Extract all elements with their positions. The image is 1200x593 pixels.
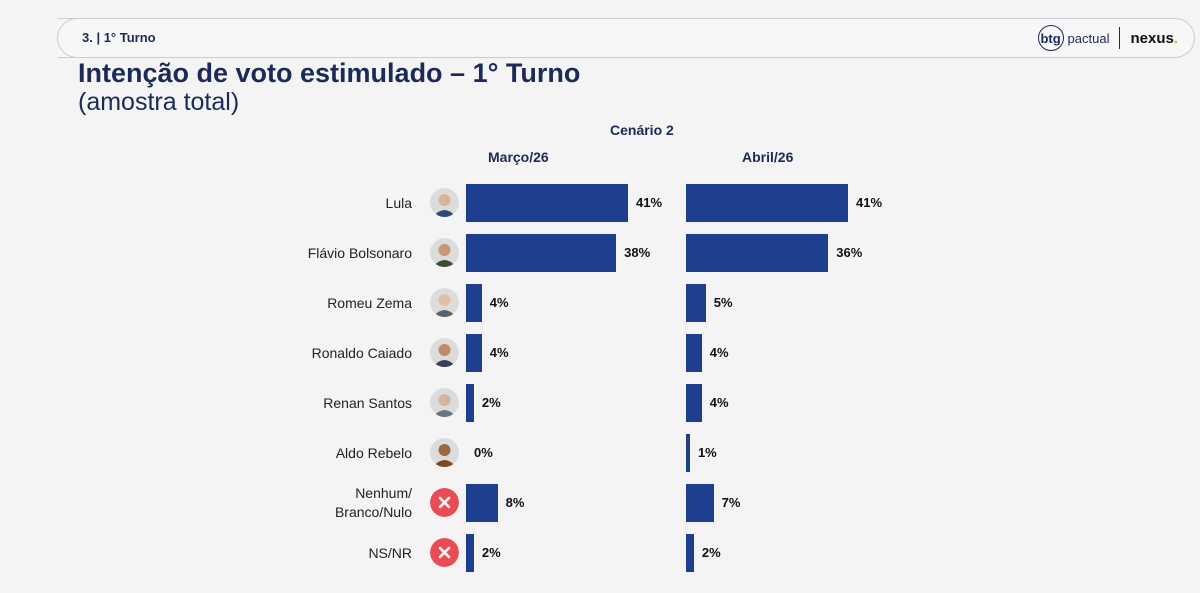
- data-label: 1%: [697, 445, 717, 460]
- candidate-label: Ronaldo Caiado: [311, 344, 412, 361]
- candidate-photo-icon: [430, 288, 459, 317]
- data-label: 41%: [856, 195, 883, 210]
- data-label: 41%: [636, 195, 663, 210]
- nexus-logo: nexus: [1130, 29, 1174, 47]
- bar-abril: [686, 184, 848, 222]
- candidate-label: Renan Santos: [323, 394, 412, 411]
- data-label: 4%: [489, 295, 509, 310]
- close-icon: [430, 488, 459, 517]
- candidate-photo-icon: [430, 188, 459, 217]
- bar-marco: [466, 384, 474, 422]
- bar-abril: [686, 284, 706, 322]
- bar-marco: [466, 484, 498, 522]
- scenario-label: Cenário 2: [610, 122, 674, 138]
- section-label: 3. | 1° Turno: [82, 30, 156, 45]
- bar-abril: [686, 234, 829, 272]
- chart-title: Intenção de voto estimulado – 1° Turno: [78, 58, 581, 88]
- candidate-photo-icon: [430, 238, 459, 267]
- series-header-abril: Abril/26: [742, 149, 794, 165]
- close-icon: [430, 538, 459, 567]
- candidate-label: Nenhum/ Branco/Nulo: [334, 485, 412, 520]
- bar-abril: [686, 484, 714, 522]
- header-bar: [57, 18, 1195, 58]
- candidate-label: Flávio Bolsonaro: [307, 244, 412, 261]
- data-label: 0%: [474, 445, 493, 460]
- data-label: 2%: [701, 545, 721, 560]
- bar-abril: [686, 534, 694, 572]
- data-label: 36%: [836, 245, 863, 260]
- candidate-photo-icon: [430, 338, 459, 367]
- bar-abril: [686, 384, 702, 422]
- data-label: 8%: [505, 495, 525, 510]
- candidate-label: NS/NR: [368, 544, 412, 561]
- bar-marco: [466, 334, 482, 372]
- candidate-label: Aldo Rebelo: [335, 444, 412, 461]
- nexus-logo-dot: .: [1173, 29, 1178, 47]
- data-label: 2%: [481, 545, 501, 560]
- bar-abril: [686, 434, 690, 472]
- series-header-marco: Março/26: [488, 149, 549, 165]
- bar-marco: [466, 234, 617, 272]
- data-label: 4%: [709, 345, 729, 360]
- bar-abril: [686, 334, 702, 372]
- candidate-label: Lula: [385, 194, 412, 211]
- bar-marco: [466, 184, 628, 222]
- data-label: 38%: [624, 245, 651, 260]
- data-label: 4%: [709, 395, 729, 410]
- logo-divider: [1119, 27, 1121, 49]
- data-label: 4%: [489, 345, 509, 360]
- data-label: 2%: [481, 395, 501, 410]
- btg-logo-mark: btg: [1037, 25, 1064, 51]
- data-label: 5%: [713, 295, 733, 310]
- data-label: 7%: [721, 495, 741, 510]
- bar-marco: [466, 284, 482, 322]
- candidate-photo-icon: [430, 438, 459, 467]
- candidate-photo-icon: [430, 388, 459, 417]
- candidate-label: Romeu Zema: [327, 294, 412, 311]
- bar-marco: [466, 534, 474, 572]
- logos: btg pactual nexus .: [1037, 24, 1178, 52]
- chart-subtitle: (amostra total): [78, 88, 240, 116]
- btg-logo-text: pactual: [1067, 30, 1110, 46]
